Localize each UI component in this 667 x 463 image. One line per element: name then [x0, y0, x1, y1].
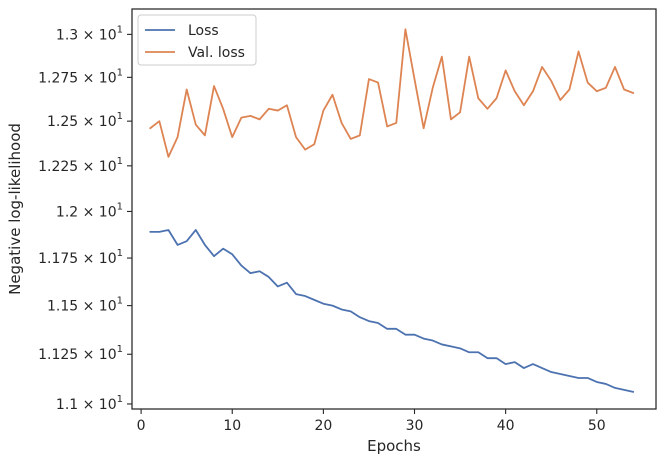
- legend-label-val-loss: Val. loss: [188, 45, 245, 61]
- series-line-loss: [149, 229, 635, 393]
- x-tick-label: 40: [497, 418, 515, 434]
- plot-frame: [131, 8, 657, 410]
- legend: Loss Val. loss: [137, 14, 257, 66]
- y-tick-label: 1.125 × 101: [38, 344, 123, 363]
- x-tick-label: 20: [314, 418, 332, 434]
- y-tick-label: 1.2 × 101: [56, 201, 123, 220]
- y-tick-label: 1.225 × 101: [38, 156, 123, 175]
- y-tick-label: 1.275 × 101: [38, 67, 123, 86]
- y-tick-label: 1.1 × 101: [56, 394, 123, 413]
- y-tick-label: 1.175 × 101: [38, 248, 123, 267]
- legend-label-loss: Loss: [188, 23, 219, 39]
- y-axis-label: Negative log-likelihood: [6, 123, 24, 295]
- x-tick-label: 30: [406, 418, 424, 434]
- y-tick-label: 1.25 × 101: [47, 111, 123, 130]
- x-tick-label: 0: [137, 418, 146, 434]
- x-axis-label: Epochs: [367, 437, 421, 455]
- x-tick-label: 10: [223, 418, 241, 434]
- series-layer: [149, 28, 635, 393]
- plot-area: [132, 9, 656, 409]
- x-axis-ticks: 0 10 20 30 40 50: [137, 409, 606, 434]
- y-tick-label: 1.3 × 101: [56, 24, 123, 43]
- series-line-val-loss: [149, 28, 635, 158]
- y-tick-label: 1.15 × 101: [47, 296, 123, 315]
- x-tick-label: 50: [588, 418, 606, 434]
- y-axis-ticks: 1.1 × 101 1.125 × 101 1.15 × 101 1.175 × 10…: [38, 24, 132, 413]
